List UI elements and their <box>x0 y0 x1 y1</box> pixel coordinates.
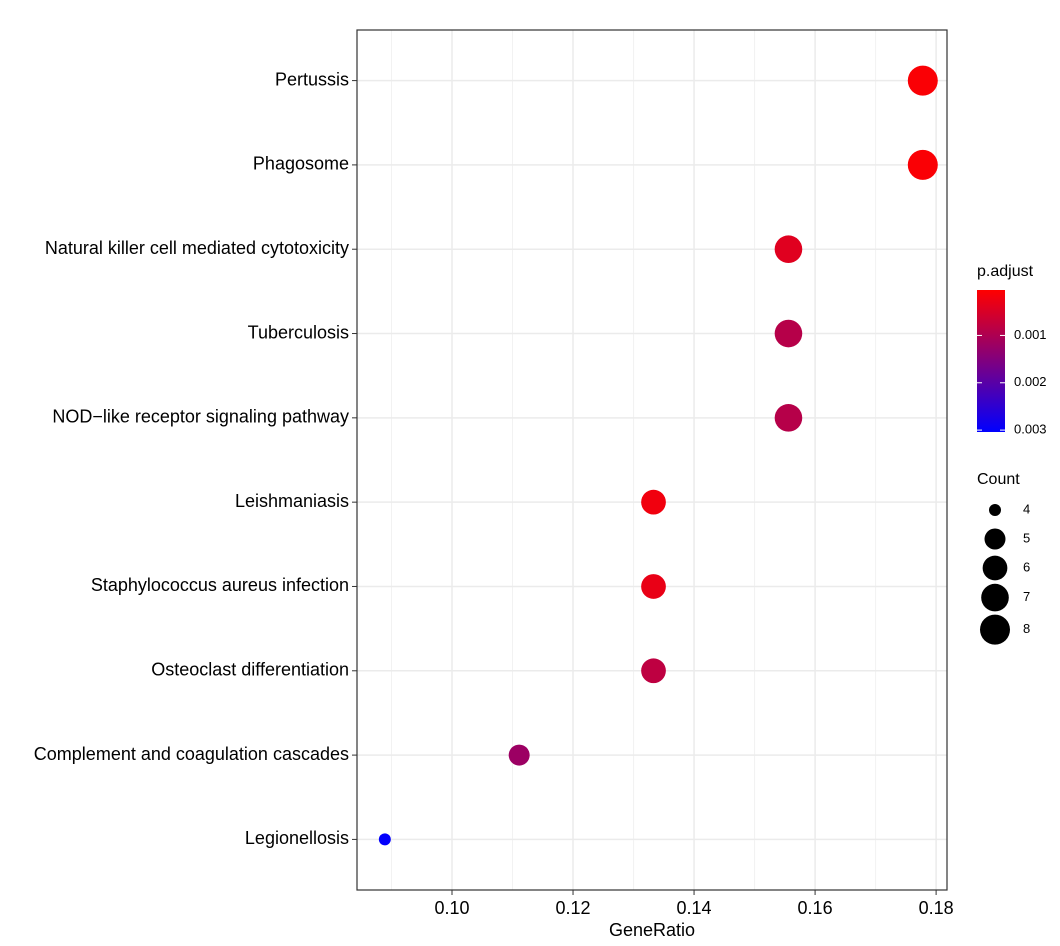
x-tick-label: 0.12 <box>556 898 591 918</box>
colorbar-label: 0.001 <box>1014 327 1047 342</box>
colorbar-label: 0.002 <box>1014 374 1047 389</box>
y-tick-label: Tuberculosis <box>248 322 349 342</box>
size-legend-label: 8 <box>1023 621 1030 636</box>
size-legend-title: Count <box>977 471 1020 488</box>
dot <box>508 744 530 766</box>
y-tick-label: Legionellosis <box>245 828 349 848</box>
dot <box>641 574 666 599</box>
colorbar-label: 0.003 <box>1014 422 1047 437</box>
y-tick-label: Leishmaniasis <box>235 491 349 511</box>
size-legend-label: 5 <box>1023 530 1030 545</box>
size-legend-dot <box>989 504 1001 516</box>
x-tick-label: 0.18 <box>919 898 954 918</box>
size-legend-dot <box>982 555 1008 581</box>
size-legend-label: 6 <box>1023 559 1030 574</box>
y-tick-label: Phagosome <box>253 154 349 174</box>
y-tick-label: Osteoclast differentiation <box>151 660 349 680</box>
y-tick-label: Pertussis <box>275 69 349 89</box>
dot <box>907 65 938 96</box>
dot <box>378 833 391 846</box>
panel-border <box>356 29 948 891</box>
y-tick-label: NOD−like receptor signaling pathway <box>52 407 349 427</box>
size-legend-label: 7 <box>1023 589 1030 604</box>
dot <box>774 404 803 432</box>
size-legend-label: 4 <box>1023 501 1030 516</box>
colorbar <box>977 290 1005 432</box>
x-axis-title: GeneRatio <box>609 920 695 940</box>
color-legend-title: p.adjust <box>977 263 1034 280</box>
plot-panel <box>357 30 947 890</box>
size-legend-dot <box>984 528 1006 550</box>
y-tick-label: Natural killer cell mediated cytotoxicit… <box>45 238 349 258</box>
size-legend-dot <box>981 583 1009 612</box>
x-tick-label: 0.14 <box>677 898 712 918</box>
dot <box>774 319 803 348</box>
dot <box>774 235 803 264</box>
size-legend-dot <box>980 614 1010 645</box>
y-tick-label: Staphylococcus aureus infection <box>91 575 349 595</box>
y-tick-label: Complement and coagulation cascades <box>34 744 349 764</box>
dot <box>641 489 666 515</box>
dot <box>907 149 938 180</box>
dot <box>641 658 666 684</box>
x-tick-label: 0.10 <box>434 898 469 918</box>
x-tick-label: 0.16 <box>798 898 833 918</box>
